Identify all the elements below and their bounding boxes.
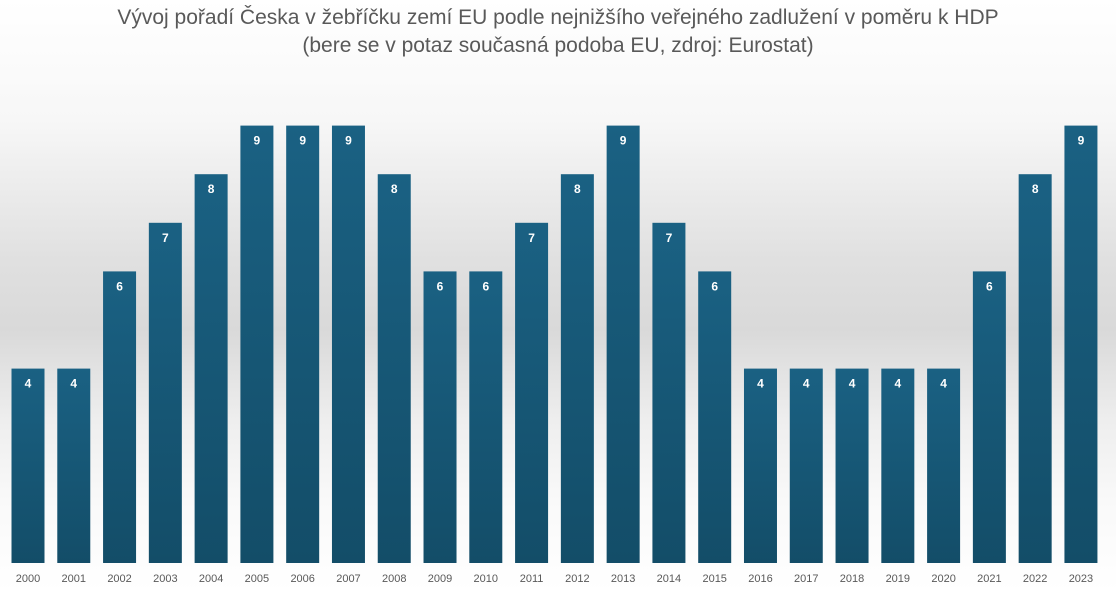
x-tick-label: 2020	[931, 573, 955, 585]
bar-2010	[469, 271, 503, 563]
x-tick-label: 2021	[977, 573, 1001, 585]
x-tick-label: 2011	[520, 573, 544, 585]
bar-2021	[972, 271, 1006, 563]
data-label: 4	[849, 377, 856, 391]
data-label: 4	[25, 377, 32, 391]
data-label: 6	[437, 279, 444, 293]
bar-2012	[560, 174, 594, 563]
bar-2020	[927, 368, 961, 563]
data-label: 4	[70, 377, 77, 391]
chart-subtitle: (bere se v potaz současná podoba EU, zdr…	[302, 34, 814, 57]
bar-2017	[789, 368, 823, 563]
bar-2002	[103, 271, 137, 563]
bar-2006	[286, 125, 320, 563]
x-tick-label: 2013	[611, 573, 635, 585]
data-label: 4	[894, 377, 901, 391]
x-tick-label: 2014	[657, 573, 681, 585]
x-tick-label: 2018	[840, 573, 864, 585]
bar-2022	[1018, 174, 1052, 563]
data-label: 7	[162, 231, 169, 245]
data-label: 9	[254, 134, 261, 148]
x-tick-label: 2009	[428, 573, 452, 585]
data-label: 8	[574, 182, 581, 196]
x-tick-label: 2004	[199, 573, 223, 585]
data-label: 4	[940, 377, 947, 391]
x-tick-label: 2010	[474, 573, 498, 585]
x-tick-label: 2019	[886, 573, 910, 585]
bar-2023	[1064, 125, 1098, 563]
bar-2011	[515, 222, 549, 564]
x-tick-label: 2005	[245, 573, 269, 585]
bar-2007	[331, 125, 365, 563]
data-label: 6	[986, 279, 993, 293]
chart-title-block: Vývoj pořadí Česka v žebříčku zemí EU po…	[0, 4, 1116, 60]
x-tick-label: 2000	[16, 573, 40, 585]
data-label: 8	[1032, 182, 1039, 196]
x-tick-label: 2001	[62, 573, 86, 585]
data-label: 9	[620, 134, 627, 148]
data-label: 4	[757, 377, 764, 391]
data-label: 4	[803, 377, 810, 391]
bar-2003	[148, 222, 182, 564]
bar-2013	[606, 125, 640, 563]
x-tick-label: 2006	[290, 573, 314, 585]
bar-2016	[743, 368, 777, 563]
bar-2000	[11, 368, 45, 563]
x-tick-label: 2023	[1069, 573, 1093, 585]
data-label: 7	[666, 231, 673, 245]
bar-2005	[240, 125, 274, 563]
x-tick-label: 2002	[107, 573, 131, 585]
x-tick-label: 2022	[1023, 573, 1047, 585]
x-tick-label: 2017	[794, 573, 818, 585]
x-tick-label: 2016	[748, 573, 772, 585]
x-tick-label: 2003	[153, 573, 177, 585]
data-label: 8	[208, 182, 215, 196]
data-label: 6	[711, 279, 718, 293]
x-tick-label: 2015	[702, 573, 726, 585]
data-label: 8	[391, 182, 398, 196]
data-label: 6	[116, 279, 123, 293]
x-tick-label: 2008	[382, 573, 406, 585]
x-tick-label: 2012	[565, 573, 589, 585]
data-label: 6	[482, 279, 489, 293]
bar-2018	[835, 368, 869, 563]
bar-2004	[194, 174, 228, 563]
bar-2008	[377, 174, 411, 563]
data-label: 7	[528, 231, 535, 245]
x-tick-label: 2007	[336, 573, 360, 585]
bar-2014	[652, 222, 686, 564]
data-label: 9	[345, 134, 352, 148]
bar-2019	[881, 368, 915, 563]
data-label: 9	[1078, 134, 1085, 148]
bar-2001	[57, 368, 91, 563]
bar-2009	[423, 271, 457, 563]
chart-title: Vývoj pořadí Česka v žebříčku zemí EU po…	[117, 6, 999, 29]
data-label: 9	[299, 134, 306, 148]
bar-2015	[698, 271, 732, 563]
